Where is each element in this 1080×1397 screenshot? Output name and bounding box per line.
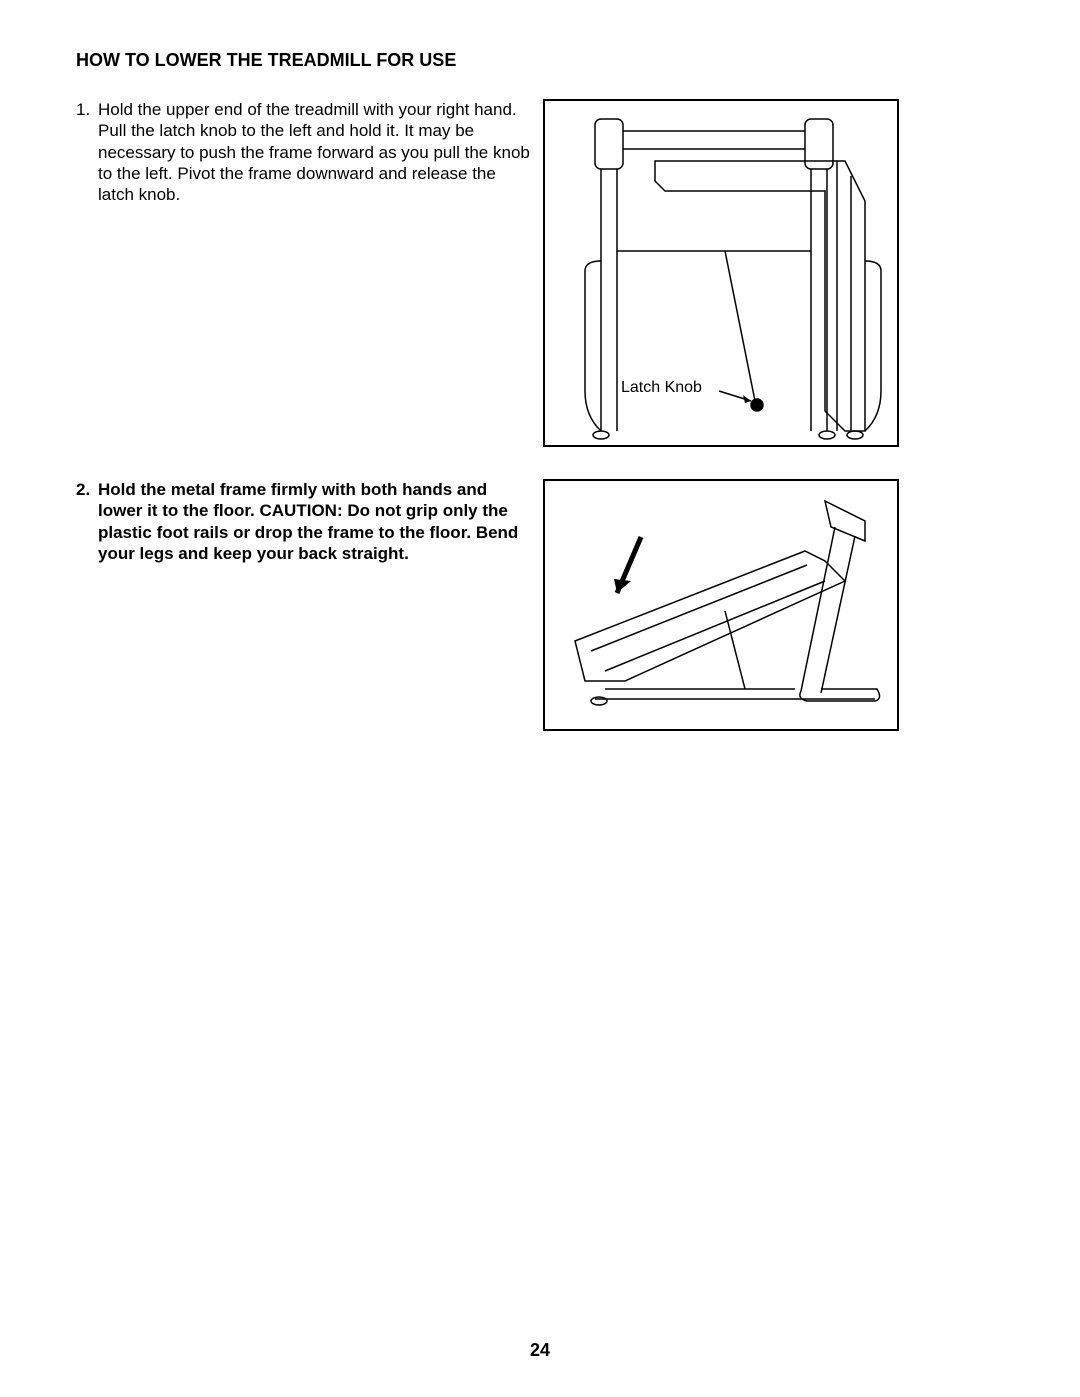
treadmill-lowering-illustration	[545, 481, 897, 729]
figure-2	[543, 479, 899, 731]
manual-page: HOW TO LOWER THE TREADMILL FOR USE 1. Ho…	[0, 0, 1080, 1397]
figure-1: Latch Knob	[543, 99, 899, 447]
step-2-number: 2.	[76, 479, 98, 500]
step-1-number: 1.	[76, 99, 98, 120]
latch-knob-label: Latch Knob	[621, 379, 702, 397]
step-2-text: 2. Hold the metal frame firmly with both…	[76, 479, 543, 564]
section-title: HOW TO LOWER THE TREADMILL FOR USE	[76, 50, 1004, 71]
step-2-body: Hold the metal frame firmly with both ha…	[98, 479, 531, 564]
treadmill-folded-illustration	[545, 101, 897, 445]
step-1-row: 1. Hold the upper end of the treadmill w…	[76, 99, 1004, 447]
step-1-body: Hold the upper end of the treadmill with…	[98, 99, 531, 205]
step-1-text: 1. Hold the upper end of the treadmill w…	[76, 99, 543, 205]
step-2-row: 2. Hold the metal frame firmly with both…	[76, 479, 1004, 731]
page-number: 24	[0, 1340, 1080, 1361]
